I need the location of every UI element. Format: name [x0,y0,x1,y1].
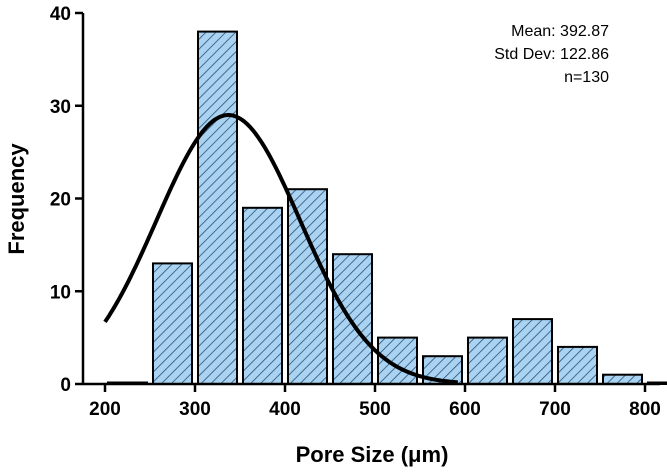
bars-group [107,30,667,386]
y-tick-label-40: 40 [50,4,71,25]
stat-mean: Mean: 392.87 [511,23,609,40]
bar-2 [197,30,238,385]
bar-4 [287,188,328,385]
y-tick-label-20: 20 [50,190,71,211]
bar-3 [242,206,283,385]
x-axis-title: Pore Size (μm) [296,442,449,467]
stat-std-dev: Std Dev: 122.86 [494,46,609,63]
bar-8 [467,336,508,386]
bar-5 [332,253,373,385]
ticks-group: 0 10 20 30 40 200 300 400 500 600 700 800 [50,4,661,420]
x-tick-label-800: 800 [629,399,661,420]
stat-n: n=130 [564,69,609,86]
x-tick-label-200: 200 [89,399,121,420]
y-tick-label-10: 10 [50,282,71,303]
x-tick-label-400: 400 [269,399,301,420]
x-tick-label-600: 600 [449,399,481,420]
bar-11 [602,373,643,386]
bar-6 [377,336,418,386]
bar-1 [152,262,193,385]
x-tick-label-700: 700 [539,399,571,420]
y-axis-title: Frequency [4,143,29,255]
gaussian-fit-curve [103,113,458,385]
x-tick-label-500: 500 [359,399,391,420]
x-tick-label-300: 300 [179,399,211,420]
bar-9 [512,318,553,386]
y-tick-label-0: 0 [60,375,71,396]
bar-10 [557,345,598,385]
y-tick-label-30: 30 [50,97,71,118]
